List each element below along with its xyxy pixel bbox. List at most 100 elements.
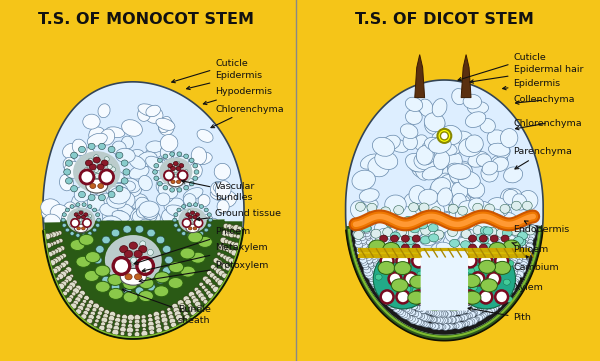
Ellipse shape [388,275,395,281]
Ellipse shape [129,156,146,169]
Ellipse shape [165,256,173,264]
Ellipse shape [195,213,199,216]
Ellipse shape [137,258,154,274]
Ellipse shape [439,140,461,155]
Ellipse shape [472,261,490,275]
Ellipse shape [479,300,485,304]
Ellipse shape [129,165,149,179]
Ellipse shape [64,169,71,175]
Ellipse shape [359,235,366,240]
Ellipse shape [84,168,89,173]
Ellipse shape [416,313,422,318]
Ellipse shape [71,186,77,192]
Ellipse shape [484,311,490,316]
Ellipse shape [176,161,179,165]
Ellipse shape [120,268,146,285]
Ellipse shape [178,268,191,284]
Ellipse shape [187,251,199,262]
Ellipse shape [449,225,469,238]
Ellipse shape [157,276,164,284]
Ellipse shape [384,269,391,275]
Ellipse shape [166,205,187,217]
Ellipse shape [121,323,126,328]
Ellipse shape [430,182,449,201]
Ellipse shape [417,271,424,277]
Ellipse shape [181,174,185,177]
Ellipse shape [100,203,118,216]
Ellipse shape [371,270,379,277]
Ellipse shape [147,229,155,237]
Ellipse shape [421,308,428,314]
Ellipse shape [385,244,394,252]
Ellipse shape [431,266,451,283]
Ellipse shape [472,232,493,249]
Ellipse shape [461,230,471,239]
Ellipse shape [206,228,226,245]
Ellipse shape [412,290,425,303]
Ellipse shape [359,230,364,235]
Ellipse shape [463,264,470,270]
Ellipse shape [506,269,512,274]
Ellipse shape [77,227,80,230]
Ellipse shape [412,158,428,171]
Ellipse shape [382,278,389,284]
Ellipse shape [514,237,523,245]
Ellipse shape [115,261,132,275]
Ellipse shape [87,195,104,210]
Ellipse shape [200,296,206,301]
Ellipse shape [419,321,425,326]
Ellipse shape [218,270,225,277]
Ellipse shape [80,303,85,307]
Ellipse shape [61,281,67,287]
Ellipse shape [85,270,99,282]
Ellipse shape [399,292,406,299]
Ellipse shape [373,273,378,278]
Ellipse shape [408,291,425,304]
Ellipse shape [403,217,413,225]
Ellipse shape [134,332,140,337]
Ellipse shape [102,236,110,244]
Ellipse shape [499,288,506,294]
Ellipse shape [129,220,145,238]
Ellipse shape [511,255,519,262]
Ellipse shape [440,264,458,282]
Ellipse shape [146,105,160,117]
Ellipse shape [428,137,451,153]
Ellipse shape [492,289,497,293]
Ellipse shape [430,251,447,265]
Ellipse shape [422,217,441,231]
Ellipse shape [421,236,430,244]
Ellipse shape [139,291,154,301]
Ellipse shape [55,256,61,262]
Ellipse shape [376,228,391,246]
Ellipse shape [78,210,81,214]
Ellipse shape [133,231,151,246]
Ellipse shape [430,317,437,323]
Ellipse shape [64,161,82,178]
Ellipse shape [98,193,112,208]
Ellipse shape [442,312,448,317]
Ellipse shape [396,226,410,239]
Ellipse shape [127,308,142,319]
Ellipse shape [429,234,439,242]
Ellipse shape [116,152,123,158]
Ellipse shape [221,273,227,278]
Ellipse shape [169,174,172,177]
Ellipse shape [398,303,403,308]
Ellipse shape [397,290,409,303]
Ellipse shape [452,316,460,323]
Ellipse shape [520,250,526,255]
Ellipse shape [177,208,181,212]
Ellipse shape [509,272,517,278]
Ellipse shape [99,325,105,331]
Ellipse shape [96,245,104,253]
Ellipse shape [65,208,70,212]
Ellipse shape [187,234,191,237]
Ellipse shape [83,114,100,129]
Ellipse shape [448,311,454,316]
Ellipse shape [197,130,213,142]
Ellipse shape [193,164,197,168]
Ellipse shape [424,200,444,214]
Ellipse shape [76,221,79,224]
Ellipse shape [458,206,467,215]
